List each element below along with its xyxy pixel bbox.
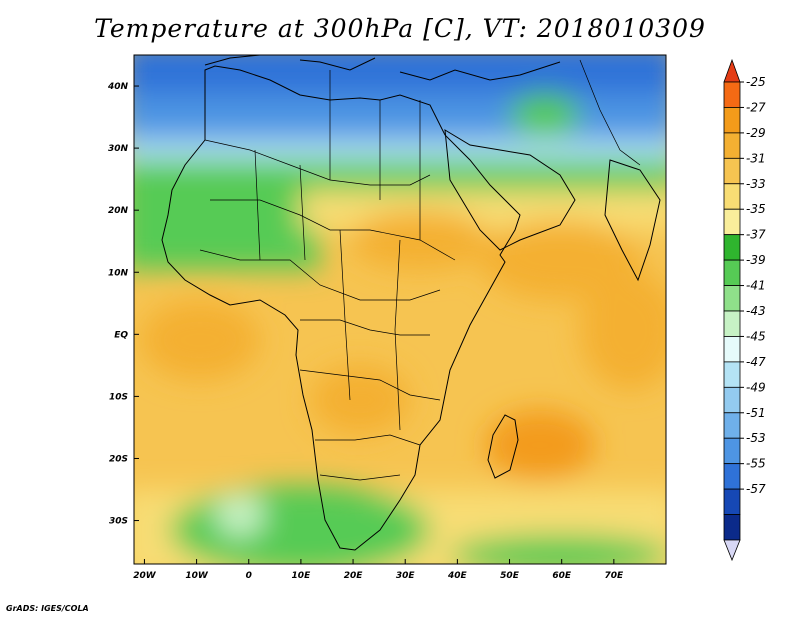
colorbar-swatch bbox=[723, 107, 741, 134]
colorbar-level-label: -41 bbox=[746, 279, 766, 293]
lon-tick-label: 30E bbox=[396, 571, 416, 581]
lat-tick-label: 30S bbox=[109, 517, 128, 527]
colorbar-swatch bbox=[723, 310, 741, 337]
colorbar-level-label: -33 bbox=[746, 177, 766, 191]
colorbar-swatch bbox=[723, 437, 741, 465]
colorbar-swatch bbox=[723, 157, 741, 185]
colorbar-swatch bbox=[723, 412, 741, 439]
country-borders bbox=[199, 59, 641, 481]
lat-tick-label: 10S bbox=[109, 392, 128, 402]
colorbar-top-arrow bbox=[723, 58, 741, 83]
colorbar-level-label: -31 bbox=[746, 151, 766, 165]
lat-tick-label: EQ bbox=[114, 330, 128, 340]
colorbar-level-label: -55 bbox=[746, 457, 766, 471]
lat-tick-label: 10N bbox=[108, 268, 129, 278]
colorbar-level-label: -29 bbox=[746, 126, 766, 140]
lon-tick-label: 20W bbox=[133, 571, 157, 581]
colorbar-swatch bbox=[723, 361, 741, 388]
colorbar-level-label: -47 bbox=[746, 355, 766, 369]
colorbar-swatch bbox=[723, 386, 741, 414]
colorbar-swatch bbox=[723, 208, 741, 236]
colorbar-bottom-arrow bbox=[723, 539, 741, 562]
colorbar-level-label: -45 bbox=[746, 329, 766, 343]
colorbar-level-label: -35 bbox=[746, 202, 766, 216]
colorbar-swatch bbox=[723, 514, 741, 541]
colorbar-swatch bbox=[723, 183, 741, 210]
colorbar-level-label: -57 bbox=[746, 482, 766, 496]
colorbar-swatch bbox=[723, 81, 741, 108]
lon-tick-label: 60E bbox=[552, 571, 572, 581]
latitude-axis: 40N 30N 20N 10N EQ 10S 20S 30S bbox=[107, 82, 139, 527]
colorbar-legend: -25 -27 -29 -31 -33 -35 -37 -39 -41 -43 -45 -47 -49 -… bbox=[723, 58, 766, 562]
coastline-outline bbox=[161, 55, 661, 551]
colorbar-swatch bbox=[723, 285, 741, 312]
lon-tick-label: 70E bbox=[604, 571, 624, 581]
colorbar-level-label: -43 bbox=[746, 304, 766, 318]
grads-credit: GrADS: IGES/COLA bbox=[6, 604, 89, 613]
lat-tick-label: 40N bbox=[107, 82, 129, 92]
lat-tick-label: 20N bbox=[108, 206, 129, 216]
colorbar-level-label: -25 bbox=[746, 75, 766, 89]
colorbar-level-label: -53 bbox=[746, 431, 766, 445]
colorbar-swatch bbox=[723, 336, 741, 363]
longitude-axis: 20W 10W 0 10E 20E 30E 40E 50E 60E 70E bbox=[133, 559, 624, 581]
lon-tick-label: 40E bbox=[447, 571, 468, 581]
colorbar-level-label: -27 bbox=[746, 100, 766, 114]
colorbar-level-label: -39 bbox=[746, 253, 766, 267]
colorbar-swatch bbox=[723, 132, 741, 159]
colorbar-level-label: -49 bbox=[746, 380, 766, 394]
lon-tick-label: 0 bbox=[246, 571, 252, 581]
lon-tick-label: 10E bbox=[292, 571, 312, 581]
colorbar-swatch bbox=[723, 234, 741, 261]
map-title: Temperature at 300hPa [C], VT: 201801030… bbox=[94, 14, 706, 43]
lat-tick-label: 20S bbox=[109, 454, 128, 464]
colorbar-swatch bbox=[723, 463, 741, 490]
colorbar-swatch bbox=[723, 259, 741, 286]
temperature-field bbox=[134, 55, 666, 564]
colorbar-swatch bbox=[723, 488, 741, 515]
colorbar-level-label: -51 bbox=[746, 406, 766, 420]
colorbar-level-label: -37 bbox=[746, 228, 766, 242]
plot-frame bbox=[133, 54, 667, 565]
lat-tick-label: 30N bbox=[108, 144, 129, 154]
lon-tick-label: 20E bbox=[344, 571, 364, 581]
lon-tick-label: 50E bbox=[500, 571, 520, 581]
lon-tick-label: 10W bbox=[185, 571, 209, 581]
